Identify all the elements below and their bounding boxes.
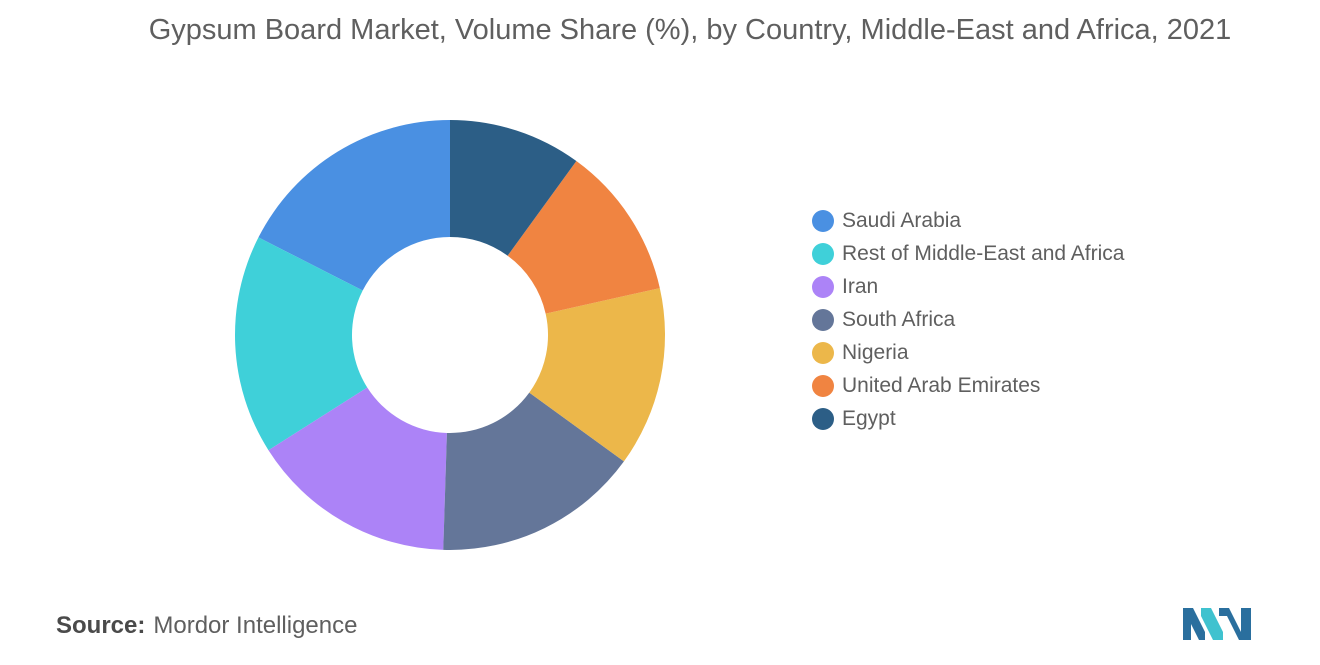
legend-item: Rest of Middle-East and Africa: [812, 237, 1124, 270]
legend-item: Egypt: [812, 402, 1124, 435]
legend-swatch: [812, 209, 834, 232]
legend-swatch: [812, 308, 834, 331]
donut-slice-saudi-arabia: [258, 120, 450, 291]
donut-slice-iran: [268, 387, 447, 550]
source-line: Source: Mordor Intelligence: [56, 612, 357, 640]
source-value: Mordor Intelligence: [153, 612, 358, 639]
legend-label: Rest of Middle-East and Africa: [842, 241, 1125, 265]
legend-swatch: [812, 275, 834, 298]
legend-label: Iran: [842, 274, 879, 298]
legend-swatch: [812, 341, 834, 364]
legend-label: Nigeria: [842, 340, 909, 364]
legend-item: Nigeria: [812, 336, 1124, 369]
chart-legend: Saudi Arabia Rest of Middle-East and Afri…: [812, 204, 1124, 435]
donut-slice-south-africa: [443, 392, 624, 550]
source-label: Source:: [56, 612, 146, 639]
legend-item: Saudi Arabia: [812, 204, 1124, 237]
legend-swatch: [812, 407, 834, 430]
donut-slice-rest-of-middle-east-and-africa: [234, 237, 368, 451]
donut-chart: [234, 120, 665, 550]
legend-label: United Arab Emirates: [842, 373, 1041, 397]
legend-item: United Arab Emirates: [812, 369, 1124, 402]
donut-slice-united-arab-emirates: [507, 161, 660, 314]
legend-label: South Africa: [842, 307, 956, 331]
legend-label: Egypt: [842, 406, 896, 430]
donut-slice-egypt: [450, 120, 577, 256]
legend-swatch: [812, 242, 834, 265]
chart-title: Gypsum Board Market, Volume Share (%), b…: [148, 14, 1232, 46]
legend-label: Saudi Arabia: [842, 208, 962, 232]
legend-item: South Africa: [812, 303, 1124, 336]
legend-swatch: [812, 374, 834, 397]
legend-item: Iran: [812, 270, 1124, 303]
mordor-logo-icon: [1183, 608, 1251, 640]
donut-slice-nigeria: [529, 288, 665, 462]
